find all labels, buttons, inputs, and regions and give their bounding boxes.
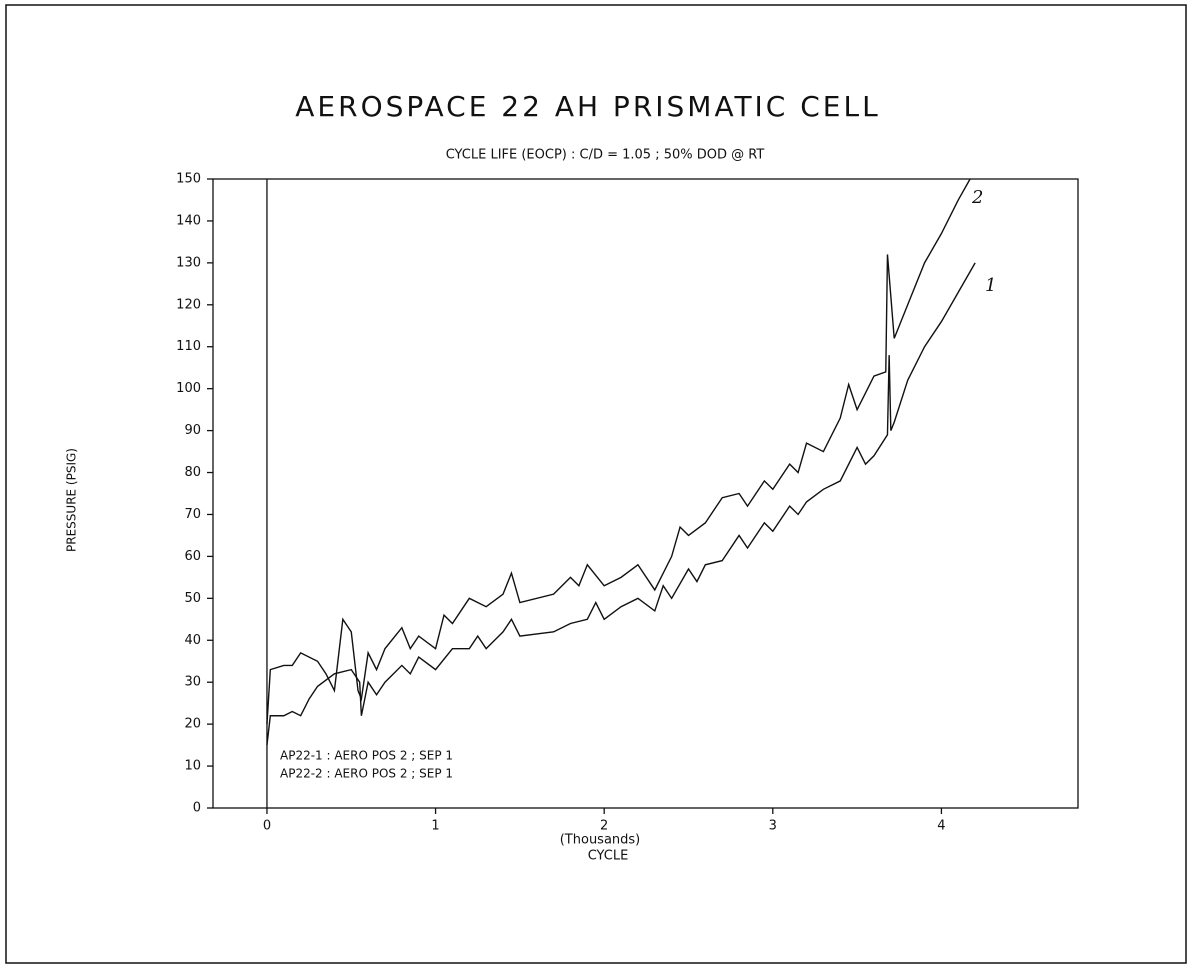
y-tick-label: 20 xyxy=(184,717,201,732)
y-tick-label: 50 xyxy=(184,591,201,606)
y-tick-label: 10 xyxy=(184,759,201,774)
legend-entry: AP22-2 : AERO POS 2 ; SEP 1 xyxy=(280,767,453,781)
y-tick-label: 130 xyxy=(176,255,201,270)
y-tick-label: 140 xyxy=(176,213,201,228)
y-tick-label: 80 xyxy=(184,465,201,480)
series-line xyxy=(266,178,971,725)
series-annotation: 2 xyxy=(971,187,983,208)
legend-entry: AP22-1 : AERO POS 2 ; SEP 1 xyxy=(280,749,453,763)
x-tick-label: 2 xyxy=(600,819,608,834)
series-annotation: 1 xyxy=(985,275,996,296)
y-tick-label: 100 xyxy=(176,381,201,396)
x-tick-label: 1 xyxy=(431,819,439,834)
chart-subtitle: CYCLE LIFE (EOCP) : C/D = 1.05 ; 50% DOD… xyxy=(446,148,765,163)
plot-frame xyxy=(212,178,1079,809)
y-tick-label: 150 xyxy=(176,172,201,187)
y-tick-label: 40 xyxy=(184,633,201,648)
chart-title: AEROSPACE 22 AH PRISMATIC CELL xyxy=(295,90,880,123)
series-line xyxy=(266,262,976,746)
x-tick-label: 3 xyxy=(769,819,777,834)
x-tick-label: 4 xyxy=(937,819,945,834)
x-axis-label: CYCLE xyxy=(588,849,629,864)
y-axis-label: PRESSURE (PSIG) xyxy=(65,448,79,552)
page-frame xyxy=(5,4,1187,964)
y-tick-label: 120 xyxy=(176,297,201,312)
y-tick-label: 90 xyxy=(184,423,201,438)
y-tick-label: 60 xyxy=(184,549,201,564)
y-tick-label: 30 xyxy=(184,675,201,690)
y-tick-label: 70 xyxy=(184,507,201,522)
x-tick-label: 0 xyxy=(263,819,271,834)
x-unit-label: (Thousands) xyxy=(560,833,641,848)
y-tick-label: 0 xyxy=(193,801,201,816)
y-tick-label: 110 xyxy=(176,339,201,354)
